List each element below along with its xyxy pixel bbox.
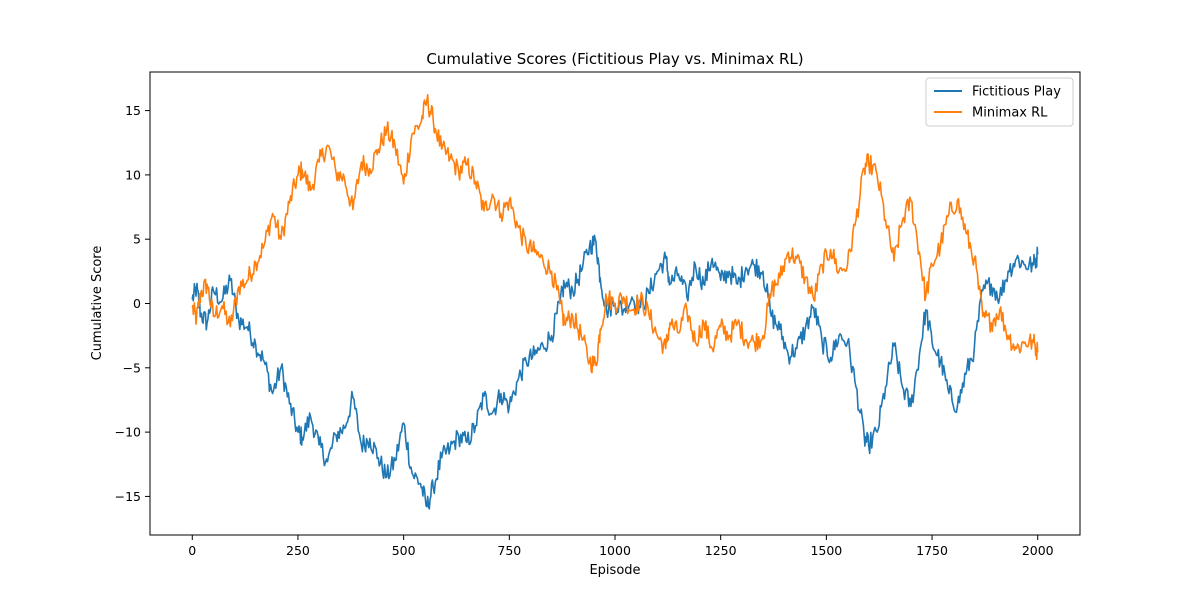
y-axis: −15 −10 −5 0 5 10 15 bbox=[115, 103, 150, 504]
legend: Fictitious Play Minimax RL bbox=[925, 77, 1074, 127]
x-tick-label: 1750 bbox=[916, 543, 948, 558]
series-layer bbox=[191, 94, 1039, 510]
x-tick-label: 0 bbox=[188, 543, 196, 558]
x-tick-label: 250 bbox=[286, 543, 310, 558]
x-tick-label: 1000 bbox=[599, 543, 631, 558]
x-axis: 0 250 500 750 1000 1250 1500 1750 2000 bbox=[188, 535, 1054, 558]
y-tick-label: 10 bbox=[125, 167, 141, 182]
x-tick-label: 1500 bbox=[810, 543, 842, 558]
y-tick-label: 5 bbox=[133, 232, 141, 247]
x-tick-label: 750 bbox=[497, 543, 521, 558]
series-line-minimax-rl bbox=[191, 94, 1039, 374]
series-line-fictitious-play bbox=[191, 234, 1039, 510]
legend-label-fictitious-play: Fictitious Play bbox=[972, 85, 1061, 100]
x-axis-label: Episode bbox=[589, 563, 640, 578]
x-tick-label: 500 bbox=[392, 543, 416, 558]
legend-label-minimax-rl: Minimax RL bbox=[972, 106, 1048, 121]
y-tick-label: −5 bbox=[123, 360, 141, 375]
y-tick-label: −10 bbox=[115, 425, 141, 440]
y-tick-label: 15 bbox=[125, 103, 141, 118]
y-tick-label: −15 bbox=[115, 489, 141, 504]
legend-box bbox=[925, 77, 1074, 127]
y-axis-label: Cumulative Score bbox=[90, 246, 105, 361]
x-tick-label: 1250 bbox=[705, 543, 737, 558]
chart-title: Cumulative Scores (Fictitious Play vs. M… bbox=[426, 50, 803, 68]
x-tick-label: 2000 bbox=[1022, 543, 1054, 558]
y-tick-label: 0 bbox=[133, 296, 141, 311]
